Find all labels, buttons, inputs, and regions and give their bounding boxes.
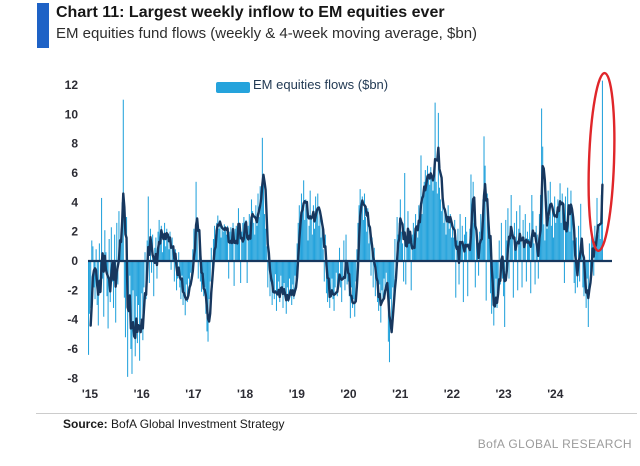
svg-text:'15: '15 (82, 387, 99, 401)
footer-divider (36, 413, 637, 414)
svg-text:-2: -2 (67, 283, 78, 297)
svg-text:10: 10 (65, 107, 79, 121)
svg-text:'20: '20 (340, 387, 357, 401)
record-inflow-ellipse (587, 71, 616, 253)
svg-text:'17: '17 (185, 387, 202, 401)
source-line: Source: BofA Global Investment Strategy (63, 417, 284, 431)
svg-text:'24: '24 (547, 387, 564, 401)
svg-text:6: 6 (71, 166, 78, 180)
svg-text:'18: '18 (237, 387, 254, 401)
svg-text:8: 8 (71, 137, 78, 151)
title-accent-bar (37, 3, 49, 48)
svg-text:'23: '23 (495, 387, 512, 401)
chart-subtitle: EM equities fund flows (weekly & 4-week … (56, 25, 478, 42)
svg-text:-8: -8 (67, 371, 78, 385)
svg-text:'16: '16 (134, 387, 151, 401)
svg-text:'19: '19 (289, 387, 306, 401)
legend-label: EM equities flows ($bn) (253, 77, 389, 92)
svg-text:'22: '22 (444, 387, 461, 401)
weekly-flow-bars (88, 80, 603, 377)
em-flows-chart: 12 10 8 6 4 2 0 -2 -4 -6 -8 '15 '16 '17 '18 '19 '20 '21 '2… (65, 71, 616, 401)
y-axis-labels: 12 10 8 6 4 2 0 -2 -4 -6 -8 (65, 78, 79, 385)
svg-text:4: 4 (71, 195, 78, 209)
brand-watermark: BofA GLOBAL RESEARCH (477, 437, 632, 451)
svg-text:-4: -4 (67, 313, 78, 327)
source-text: BofA Global Investment Strategy (107, 417, 285, 431)
x-axis-labels: '15 '16 '17 '18 '19 '20 '21 '22 '23 '24 (82, 387, 564, 401)
svg-text:12: 12 (65, 78, 79, 92)
legend-swatch-bars (216, 82, 250, 93)
chart-title: Chart 11: Largest weekly inflow to EM eq… (56, 4, 445, 21)
svg-text:-6: -6 (67, 342, 78, 356)
source-label: Source: (63, 417, 108, 431)
moving-average-line (89, 146, 604, 340)
svg-text:2: 2 (71, 225, 78, 239)
svg-text:0: 0 (71, 254, 78, 268)
svg-text:'21: '21 (392, 387, 409, 401)
